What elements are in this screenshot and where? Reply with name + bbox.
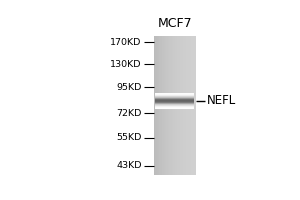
Bar <box>184 36 186 175</box>
Bar <box>168 36 169 175</box>
Bar <box>190 36 191 175</box>
Bar <box>155 98 194 99</box>
Bar <box>155 96 194 97</box>
Text: 72KD: 72KD <box>116 109 142 118</box>
Bar <box>155 104 194 105</box>
Bar <box>155 94 194 95</box>
Text: 55KD: 55KD <box>116 133 142 142</box>
Bar <box>161 36 162 175</box>
Bar <box>158 36 159 175</box>
Bar <box>159 36 161 175</box>
Text: MCF7: MCF7 <box>158 17 192 30</box>
Bar <box>155 105 194 106</box>
Bar <box>155 99 194 100</box>
Text: 43KD: 43KD <box>116 161 142 170</box>
Bar <box>165 36 166 175</box>
Bar <box>155 108 194 109</box>
Bar <box>179 36 180 175</box>
Bar <box>155 36 157 175</box>
Bar <box>155 107 194 108</box>
Bar <box>191 36 193 175</box>
Bar <box>178 36 179 175</box>
Bar <box>187 36 189 175</box>
Bar <box>189 36 190 175</box>
Bar <box>175 36 176 175</box>
Bar <box>155 103 194 104</box>
Bar <box>170 36 172 175</box>
Bar <box>155 102 194 103</box>
Text: NEFL: NEFL <box>207 95 236 108</box>
Bar <box>155 100 194 101</box>
Bar <box>157 36 158 175</box>
Bar <box>155 95 194 96</box>
Bar <box>186 36 187 175</box>
Bar <box>154 36 155 175</box>
Bar <box>166 36 168 175</box>
Bar <box>172 36 173 175</box>
Bar <box>154 36 196 175</box>
Bar <box>182 36 183 175</box>
Bar <box>155 93 194 94</box>
Text: 130KD: 130KD <box>110 60 142 69</box>
Bar <box>183 36 184 175</box>
Text: 95KD: 95KD <box>116 83 142 92</box>
Bar <box>164 36 165 175</box>
Bar <box>194 36 196 175</box>
Bar <box>193 36 194 175</box>
Bar <box>155 106 194 107</box>
Bar <box>173 36 175 175</box>
Bar <box>155 101 194 102</box>
Bar <box>176 36 178 175</box>
Text: 170KD: 170KD <box>110 38 142 47</box>
Bar <box>155 97 194 98</box>
Bar <box>169 36 170 175</box>
Bar <box>180 36 182 175</box>
Bar <box>162 36 164 175</box>
